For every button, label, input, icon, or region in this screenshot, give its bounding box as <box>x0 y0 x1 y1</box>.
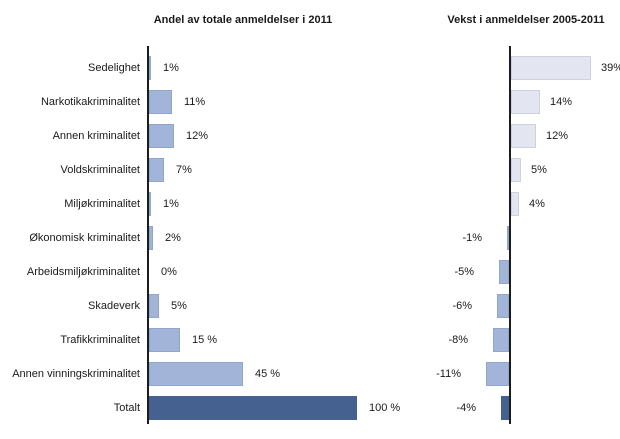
growth-bar <box>501 396 509 420</box>
share-value-label: 100 % <box>369 402 401 414</box>
share-bar <box>149 124 174 148</box>
growth-value-label: 4% <box>529 198 545 210</box>
category-label: Økonomisk kriminalitet <box>29 232 140 244</box>
share-value-label: 2% <box>165 232 181 244</box>
share-value-label: 45 % <box>255 368 281 380</box>
left-axis-line <box>147 46 149 424</box>
growth-value-label: -1% <box>462 232 482 244</box>
share-bar <box>149 90 172 114</box>
growth-bar <box>499 260 509 284</box>
share-bar <box>149 328 180 352</box>
share-bar <box>149 294 159 318</box>
growth-bar <box>511 158 521 182</box>
share-bar <box>149 362 243 386</box>
category-label: Annen kriminalitet <box>52 130 140 142</box>
left-chart-title: Andel av totale anmeldelser i 2011 <box>153 14 333 26</box>
share-bar <box>149 56 151 80</box>
growth-value-label: -8% <box>448 334 468 346</box>
share-value-label: 1% <box>163 198 179 210</box>
share-bar <box>149 226 153 250</box>
growth-value-label: -5% <box>454 266 474 278</box>
growth-bar <box>511 192 519 216</box>
category-label: Sedelighet <box>88 62 140 74</box>
growth-value-label: -6% <box>452 300 472 312</box>
growth-bar <box>486 362 509 386</box>
growth-bar <box>497 294 509 318</box>
share-bar <box>149 396 357 420</box>
growth-bar <box>511 124 536 148</box>
right-chart-title: Vekst i anmeldelser 2005-2011 <box>447 14 605 26</box>
growth-value-label: 14% <box>550 96 573 108</box>
growth-value-label: 12% <box>546 130 569 142</box>
share-value-label: 11% <box>184 96 206 108</box>
growth-value-label: -4% <box>456 402 476 414</box>
growth-value-label: -11% <box>436 368 461 380</box>
category-label: Annen vinningskriminalitet <box>12 368 140 380</box>
category-label: Narkotikakriminalitet <box>40 96 140 108</box>
growth-bar <box>511 56 591 80</box>
category-label: Voldskriminalitet <box>60 164 140 176</box>
category-label: Totalt <box>113 402 140 414</box>
growth-bar <box>493 328 509 352</box>
category-label: Arbeidsmiljøkriminalitet <box>26 266 140 278</box>
growth-bar <box>511 90 540 114</box>
share-value-label: 0% <box>161 266 177 278</box>
share-bar <box>149 158 164 182</box>
right-axis-line <box>509 46 511 424</box>
share-value-label: 12% <box>186 130 209 142</box>
share-value-label: 5% <box>171 300 187 312</box>
share-value-label: 1% <box>163 62 179 74</box>
growth-value-label: 5% <box>531 164 547 176</box>
growth-value-label: 39% <box>601 62 620 74</box>
category-label: Trafikkriminalitet <box>60 334 140 346</box>
category-label: Miljøkriminalitet <box>64 198 140 210</box>
share-value-label: 7% <box>176 164 192 176</box>
growth-bar <box>507 226 509 250</box>
share-value-label: 15 % <box>192 334 218 346</box>
share-bar <box>149 192 151 216</box>
category-label: Skadeverk <box>88 300 140 312</box>
